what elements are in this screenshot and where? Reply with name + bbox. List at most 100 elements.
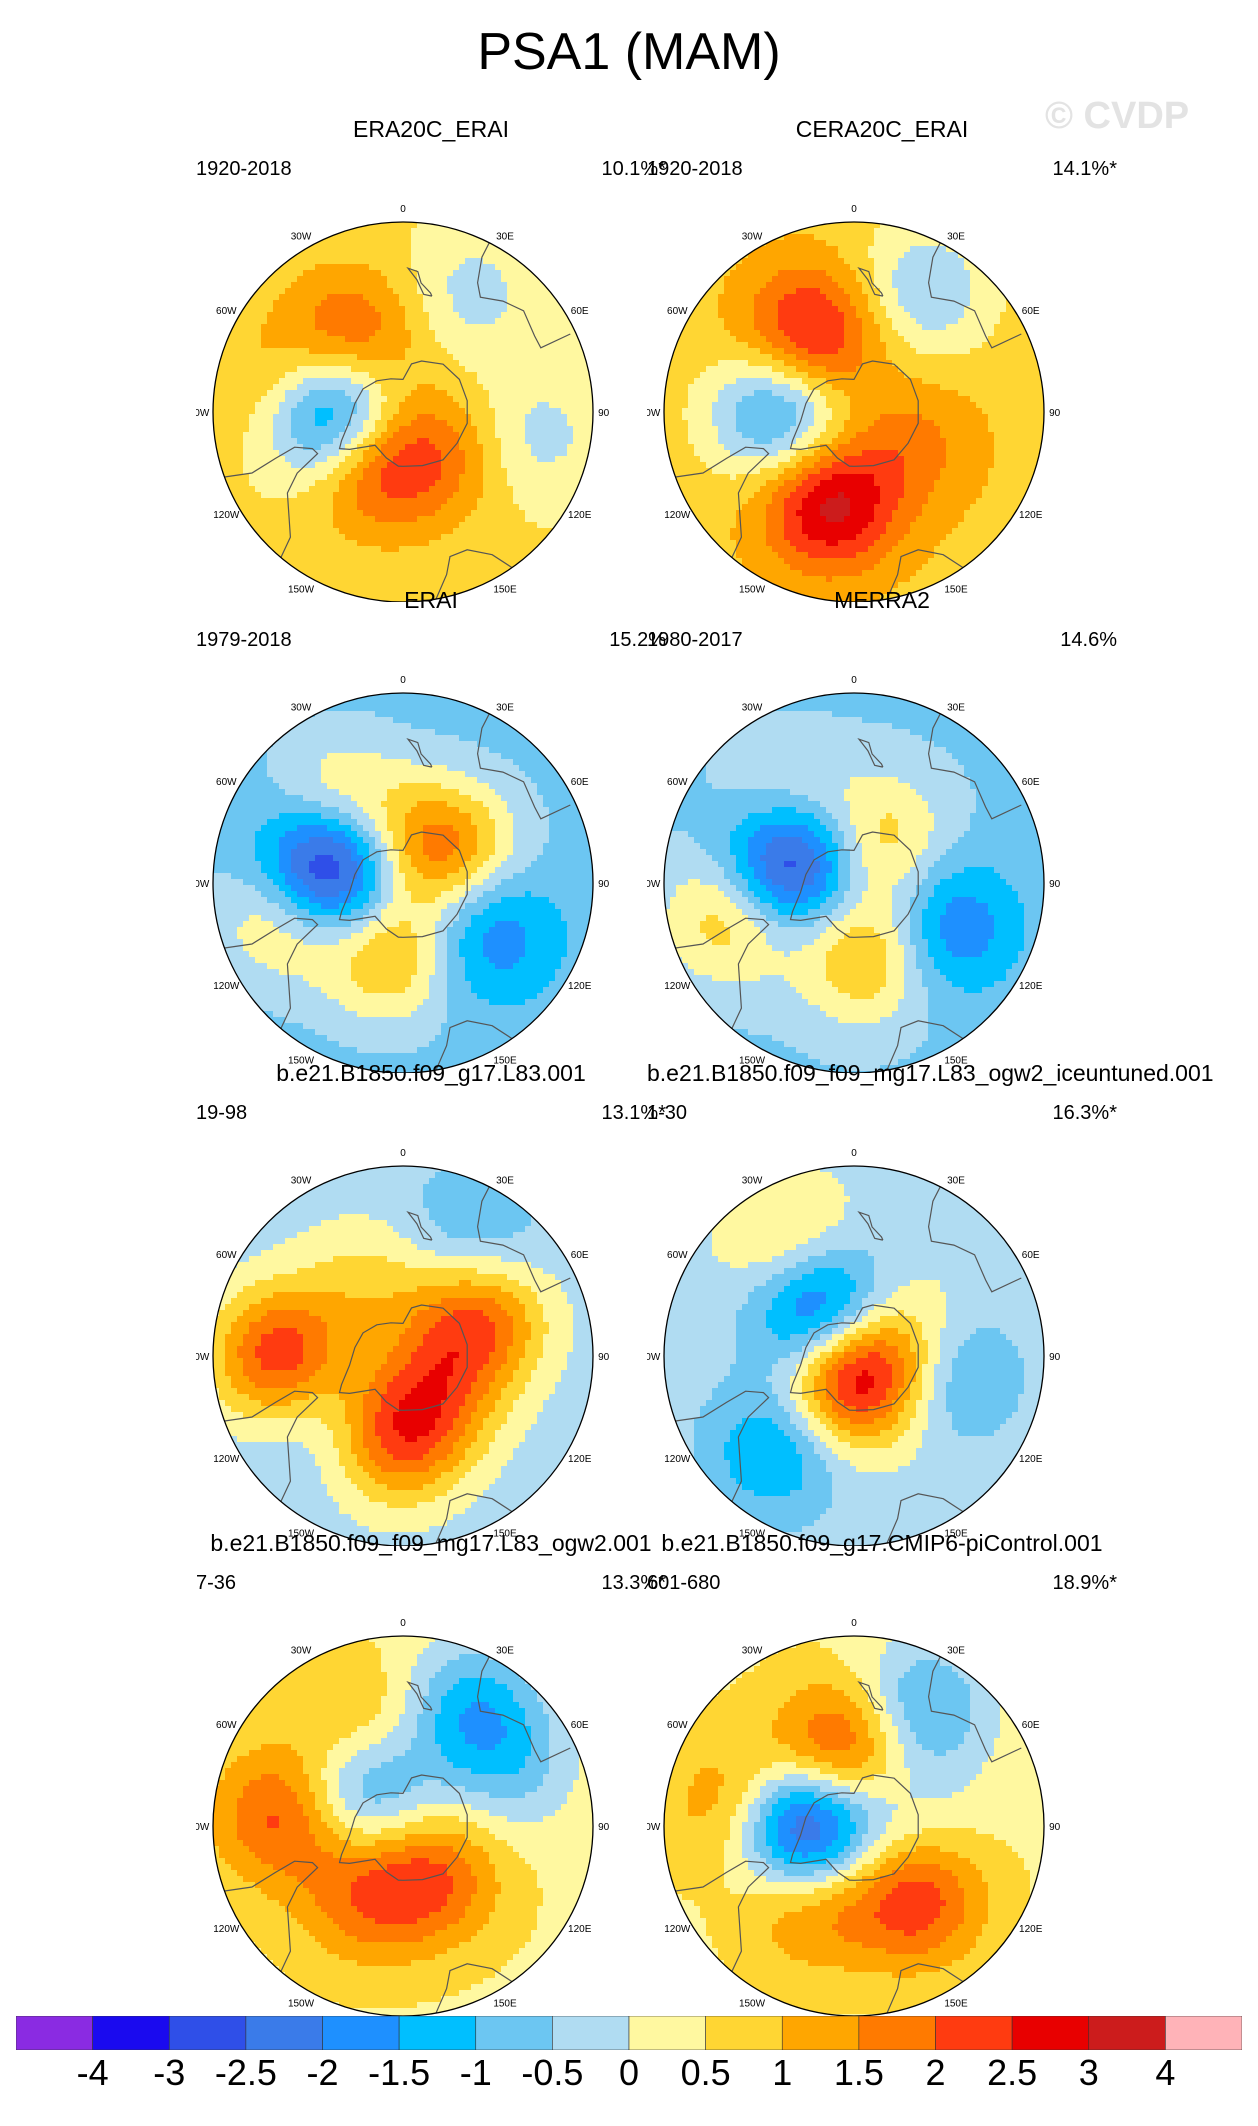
coastline	[675, 446, 770, 558]
map-panel-3: ERAI1979-201815.2%030E60E90E120E150E1801…	[196, 587, 666, 1073]
longitude-label: 120W	[213, 1924, 240, 1935]
longitude-label: 30E	[947, 1175, 965, 1186]
panel-percent-variance: 14.1%*	[1053, 158, 1118, 181]
colorbar-tick-label: -3	[153, 2052, 185, 2094]
coastline	[886, 549, 964, 600]
map-boundary	[663, 1635, 1045, 2016]
map-panel-1: ERA20C_ERAI 1920-2018 10.1%* 0 30E 60E 90E 120E…	[196, 116, 667, 602]
longitude-label: 60E	[1022, 777, 1040, 788]
polar-map: 030E60E90E120E150E180150W120W90W60W30W	[196, 204, 610, 602]
coastline	[435, 1020, 513, 1071]
panel-percent-variance: 15.2%	[609, 629, 666, 652]
colorbar-segment	[705, 2016, 783, 2050]
panel-percent-variance: 18.9%*	[1053, 1572, 1118, 1595]
longitude-label: 90W	[196, 1822, 210, 1833]
panel-years: 601-680	[647, 1572, 720, 1595]
longitude-label: 30W	[291, 702, 312, 713]
longitude-label: 120E	[568, 981, 592, 992]
colorbar-segment	[1088, 2016, 1166, 2050]
longitude-label: 120E	[1019, 981, 1043, 992]
longitude-label: 90E	[598, 1822, 610, 1833]
longitude-label: 150E	[493, 1529, 517, 1540]
map-panel-7: b.e21.B1850.f09_f09_mg17.L83_ogw2.001 7-3…	[196, 1530, 667, 2016]
cvdp-watermark: © CVDP	[1045, 95, 1189, 138]
colorbar-segment	[16, 2016, 93, 2050]
longitude-label: 120E	[1019, 1454, 1043, 1465]
longitude-label: 90E	[598, 1352, 610, 1363]
coastline	[857, 1210, 884, 1241]
longitude-label: 150W	[288, 1056, 315, 1067]
map-boundary	[212, 692, 594, 1073]
map-panel-4: MERRA21980-201714.6%030E60E90E120E150E18…	[647, 587, 1117, 1073]
colorbar-tick-label: 1	[772, 2052, 792, 2094]
coastline	[338, 360, 468, 467]
coastline	[789, 360, 919, 467]
colorbar-segment	[1011, 2016, 1090, 2050]
coastline	[675, 1860, 770, 1972]
colorbar-tick-label: 1.5	[834, 2052, 884, 2094]
longitude-label: 90E	[598, 879, 610, 890]
coastline	[338, 1774, 468, 1881]
longitude-label: 30W	[291, 231, 312, 242]
longitude-label: 60W	[667, 306, 688, 317]
main-title: PSA1 (MAM)	[0, 22, 1258, 82]
longitude-label: 60E	[571, 777, 589, 788]
coastline	[476, 242, 571, 349]
map-boundary	[212, 1165, 594, 1546]
longitude-label: 150E	[944, 1999, 968, 2010]
panel-percent-variance: 13.3%*	[602, 1572, 667, 1595]
longitude-label: 150W	[288, 1999, 315, 2010]
colorbar-tick-label: -2	[306, 2052, 338, 2094]
coastline	[927, 713, 1022, 820]
map-boundary	[212, 221, 594, 602]
longitude-label: 120W	[213, 510, 240, 521]
longitude-label: 60E	[571, 1250, 589, 1261]
colorbar-segment	[475, 2016, 553, 2050]
longitude-label: 120E	[568, 1924, 592, 1935]
colorbar-segment	[628, 2016, 706, 2050]
colorbar	[16, 2016, 1242, 2050]
longitude-label: 0	[851, 1618, 857, 1629]
longitude-label: 30E	[496, 1175, 514, 1186]
colorbar-segment	[398, 2016, 477, 2050]
panel-title: b.e21.B1850.f09_f09_mg17.L83_ogw2_iceunt…	[647, 1060, 1214, 1087]
longitude-label: 60E	[571, 1720, 589, 1731]
panel-years: 1920-2018	[196, 158, 292, 181]
longitude-label: 150E	[944, 585, 968, 596]
polar-map: 030E60E90E120E150E180150W120W90W60W30W	[196, 675, 610, 1073]
colorbar-tick-label: -1	[460, 2052, 492, 2094]
longitude-label: 120W	[664, 1924, 691, 1935]
coastline	[927, 242, 1022, 349]
longitude-label: 90E	[1049, 1822, 1061, 1833]
panel-title: b.e21.B1850.f09_g17.CMIP6-piControl.001	[647, 1530, 1117, 1557]
longitude-label: 90E	[1049, 408, 1061, 419]
coastline	[406, 1680, 433, 1711]
colorbar-tick-label: 3	[1079, 2052, 1099, 2094]
panel-years: 1979-2018	[196, 629, 292, 652]
panel-title: CERA20C_ERAI	[647, 116, 1117, 143]
longitude-label: 90E	[598, 408, 610, 419]
map-panel-6: b.e21.B1850.f09_f09_mg17.L83_ogw2_iceunt…	[647, 1060, 1214, 1546]
longitude-label: 30W	[742, 702, 763, 713]
coastline	[675, 1390, 770, 1502]
coastline	[476, 1186, 571, 1293]
longitude-label: 150W	[739, 1999, 766, 2010]
map-boundary	[663, 692, 1045, 1073]
colorbar-segment	[552, 2016, 630, 2050]
panel-percent-variance: 14.6%	[1060, 629, 1117, 652]
longitude-label: 60W	[667, 777, 688, 788]
longitude-label: 60E	[571, 306, 589, 317]
longitude-label: 30E	[496, 1645, 514, 1656]
coastline	[435, 1963, 513, 2014]
coastline	[406, 737, 433, 768]
coastline	[886, 1963, 964, 2014]
longitude-label: 30E	[496, 231, 514, 242]
longitude-label: 120W	[213, 981, 240, 992]
longitude-label: 30E	[947, 702, 965, 713]
colorbar-tick-label: -4	[77, 2052, 109, 2094]
longitude-label: 90W	[196, 408, 210, 419]
colorbar-tick-label: -0.5	[521, 2052, 583, 2094]
panel-percent-variance: 10.1%*	[602, 158, 667, 181]
longitude-label: 90W	[647, 408, 661, 419]
coastline	[789, 831, 919, 938]
